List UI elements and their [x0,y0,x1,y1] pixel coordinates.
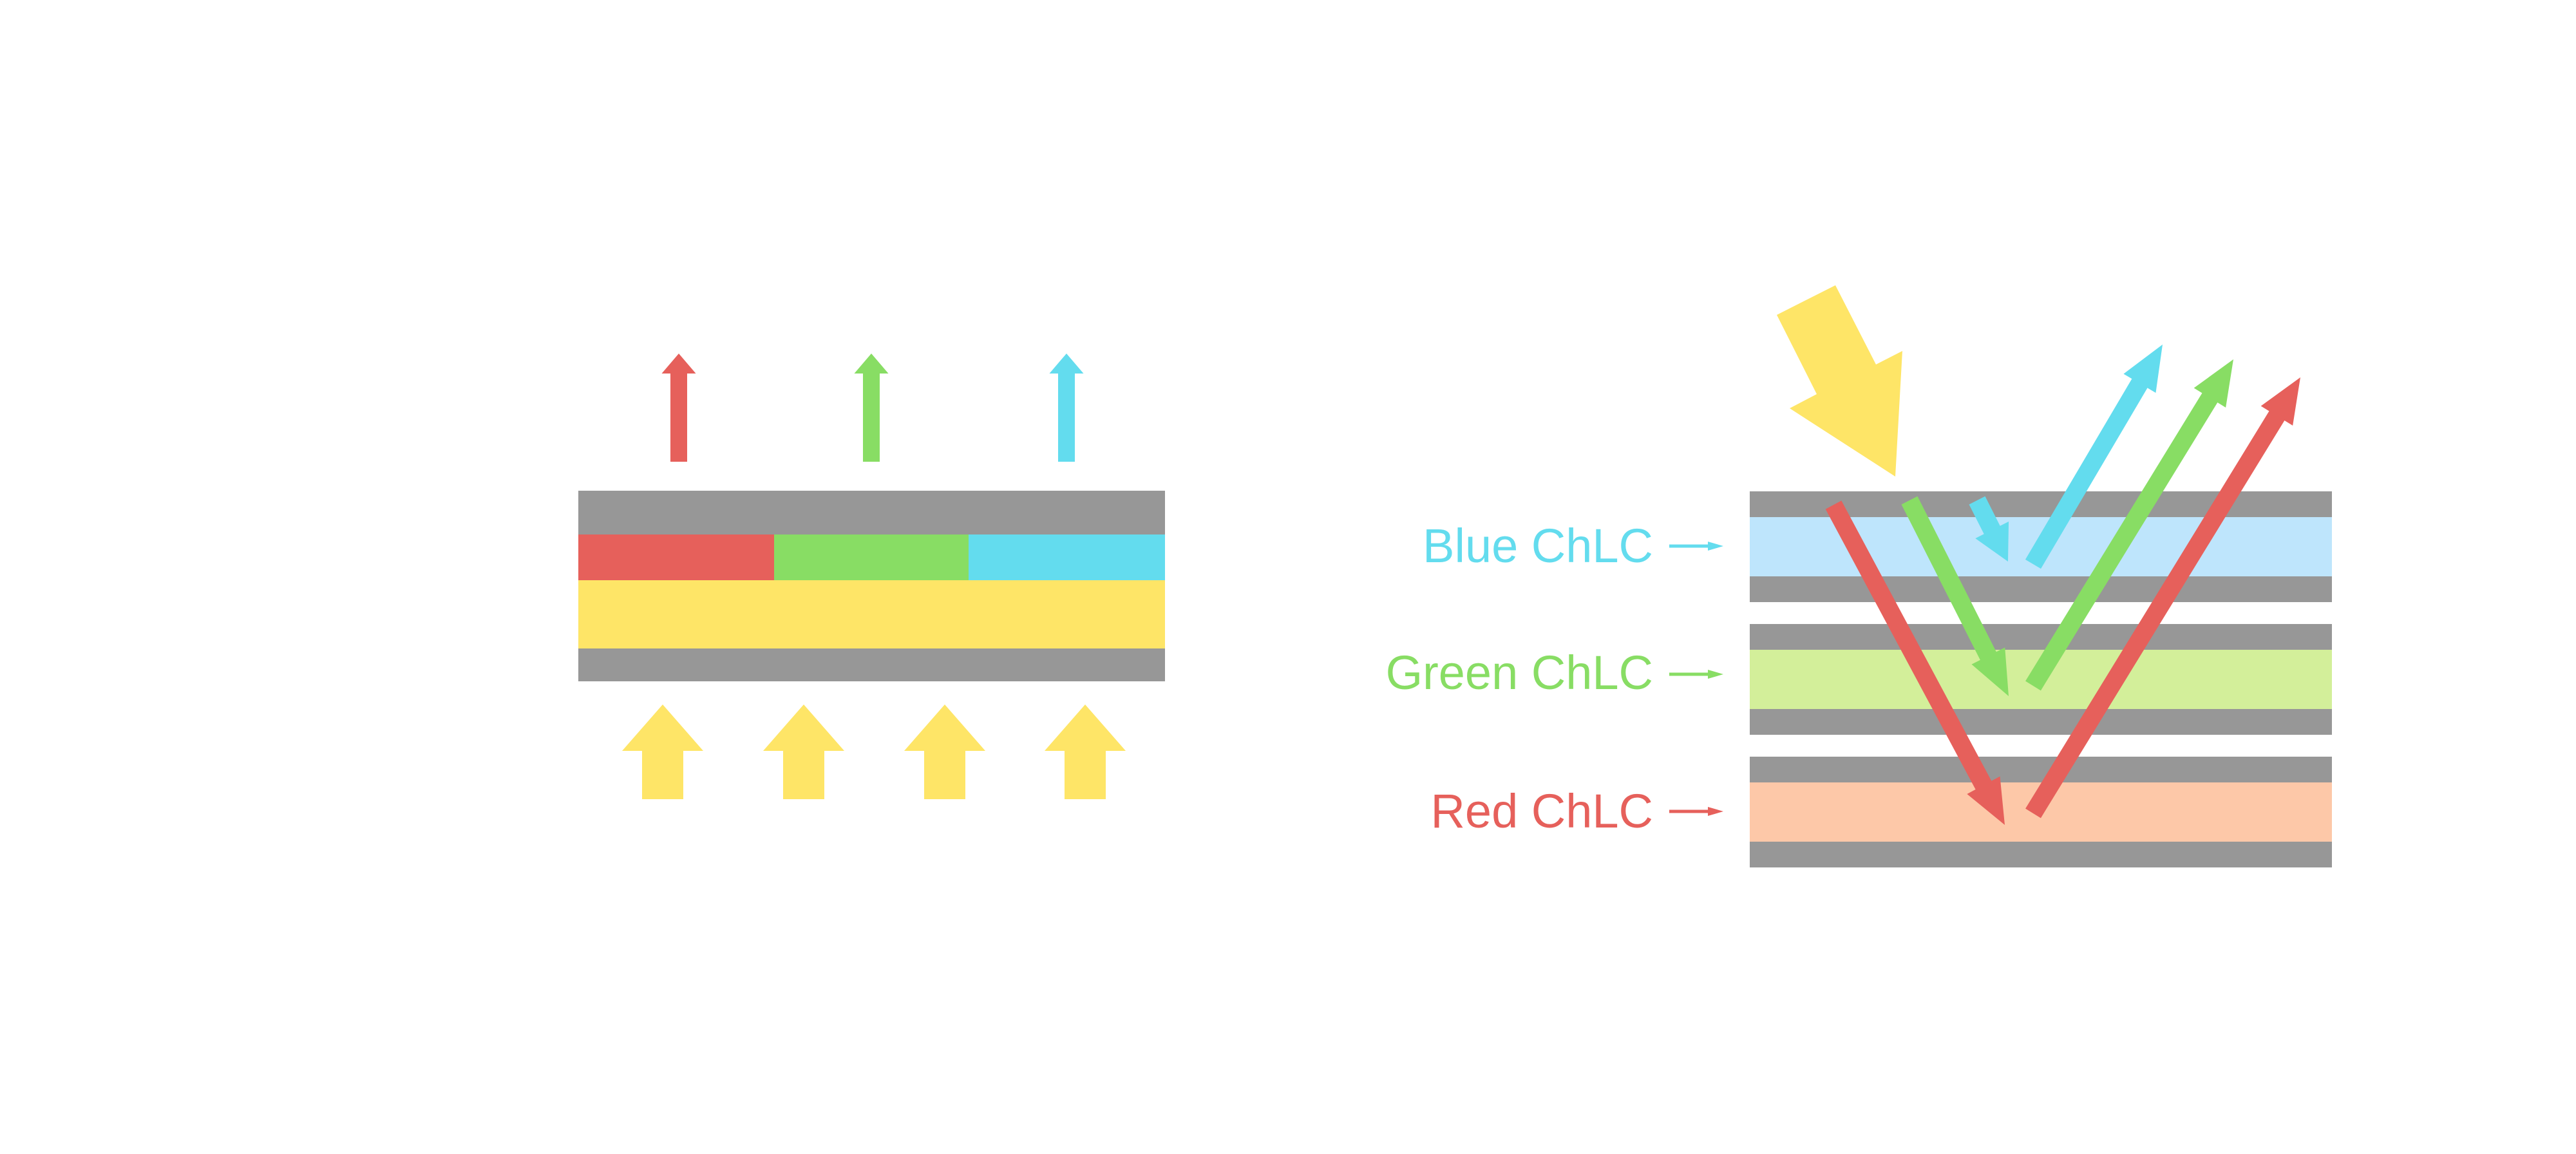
green-chlc-top-gray [1750,624,2332,650]
red-label-pointer-arrow [1669,807,1723,816]
top-gray-layer [578,491,1165,534]
left-diagram [578,354,1165,799]
red-chlc-top-gray [1750,757,2332,782]
green-chlc-bottom-gray [1750,709,2332,735]
cyan-light-up-arrow [1049,354,1084,462]
backlight-arrow [763,705,844,799]
incident-light-arrow [1777,285,1902,477]
right-diagram: Blue ChLC Green ChLC Red ChLC [1386,285,2332,867]
red-chlc-label: Red ChLC [1430,784,1653,838]
red-filter [578,534,774,580]
blue-chlc-bottom-gray [1750,576,2332,602]
green-reflected-arrow [2025,359,2233,691]
blue-reflected-arrow [2025,345,2163,569]
backlight-arrow [1045,705,1126,799]
cyan-filter [969,534,1165,580]
green-chlc-label: Green ChLC [1386,646,1653,699]
blue-chlc-label: Blue ChLC [1423,519,1653,572]
red-reflected-arrow [2025,377,2300,818]
red-ray-down-arrow [1825,500,2005,825]
red-chlc-bottom-gray [1750,842,2332,867]
backlight-arrow [622,705,703,799]
green-ray-down-arrow [1901,496,2009,696]
green-label-pointer-arrow [1669,670,1723,679]
yellow-layer [578,580,1165,648]
blue-label-pointer-arrow [1669,542,1723,551]
blue-ray-down-arrow [1969,496,2009,562]
backlight-arrow [904,705,985,799]
bottom-gray-layer [578,648,1165,681]
green-filter [774,534,969,580]
green-light-up-arrow [854,354,889,462]
red-light-up-arrow [661,354,696,462]
